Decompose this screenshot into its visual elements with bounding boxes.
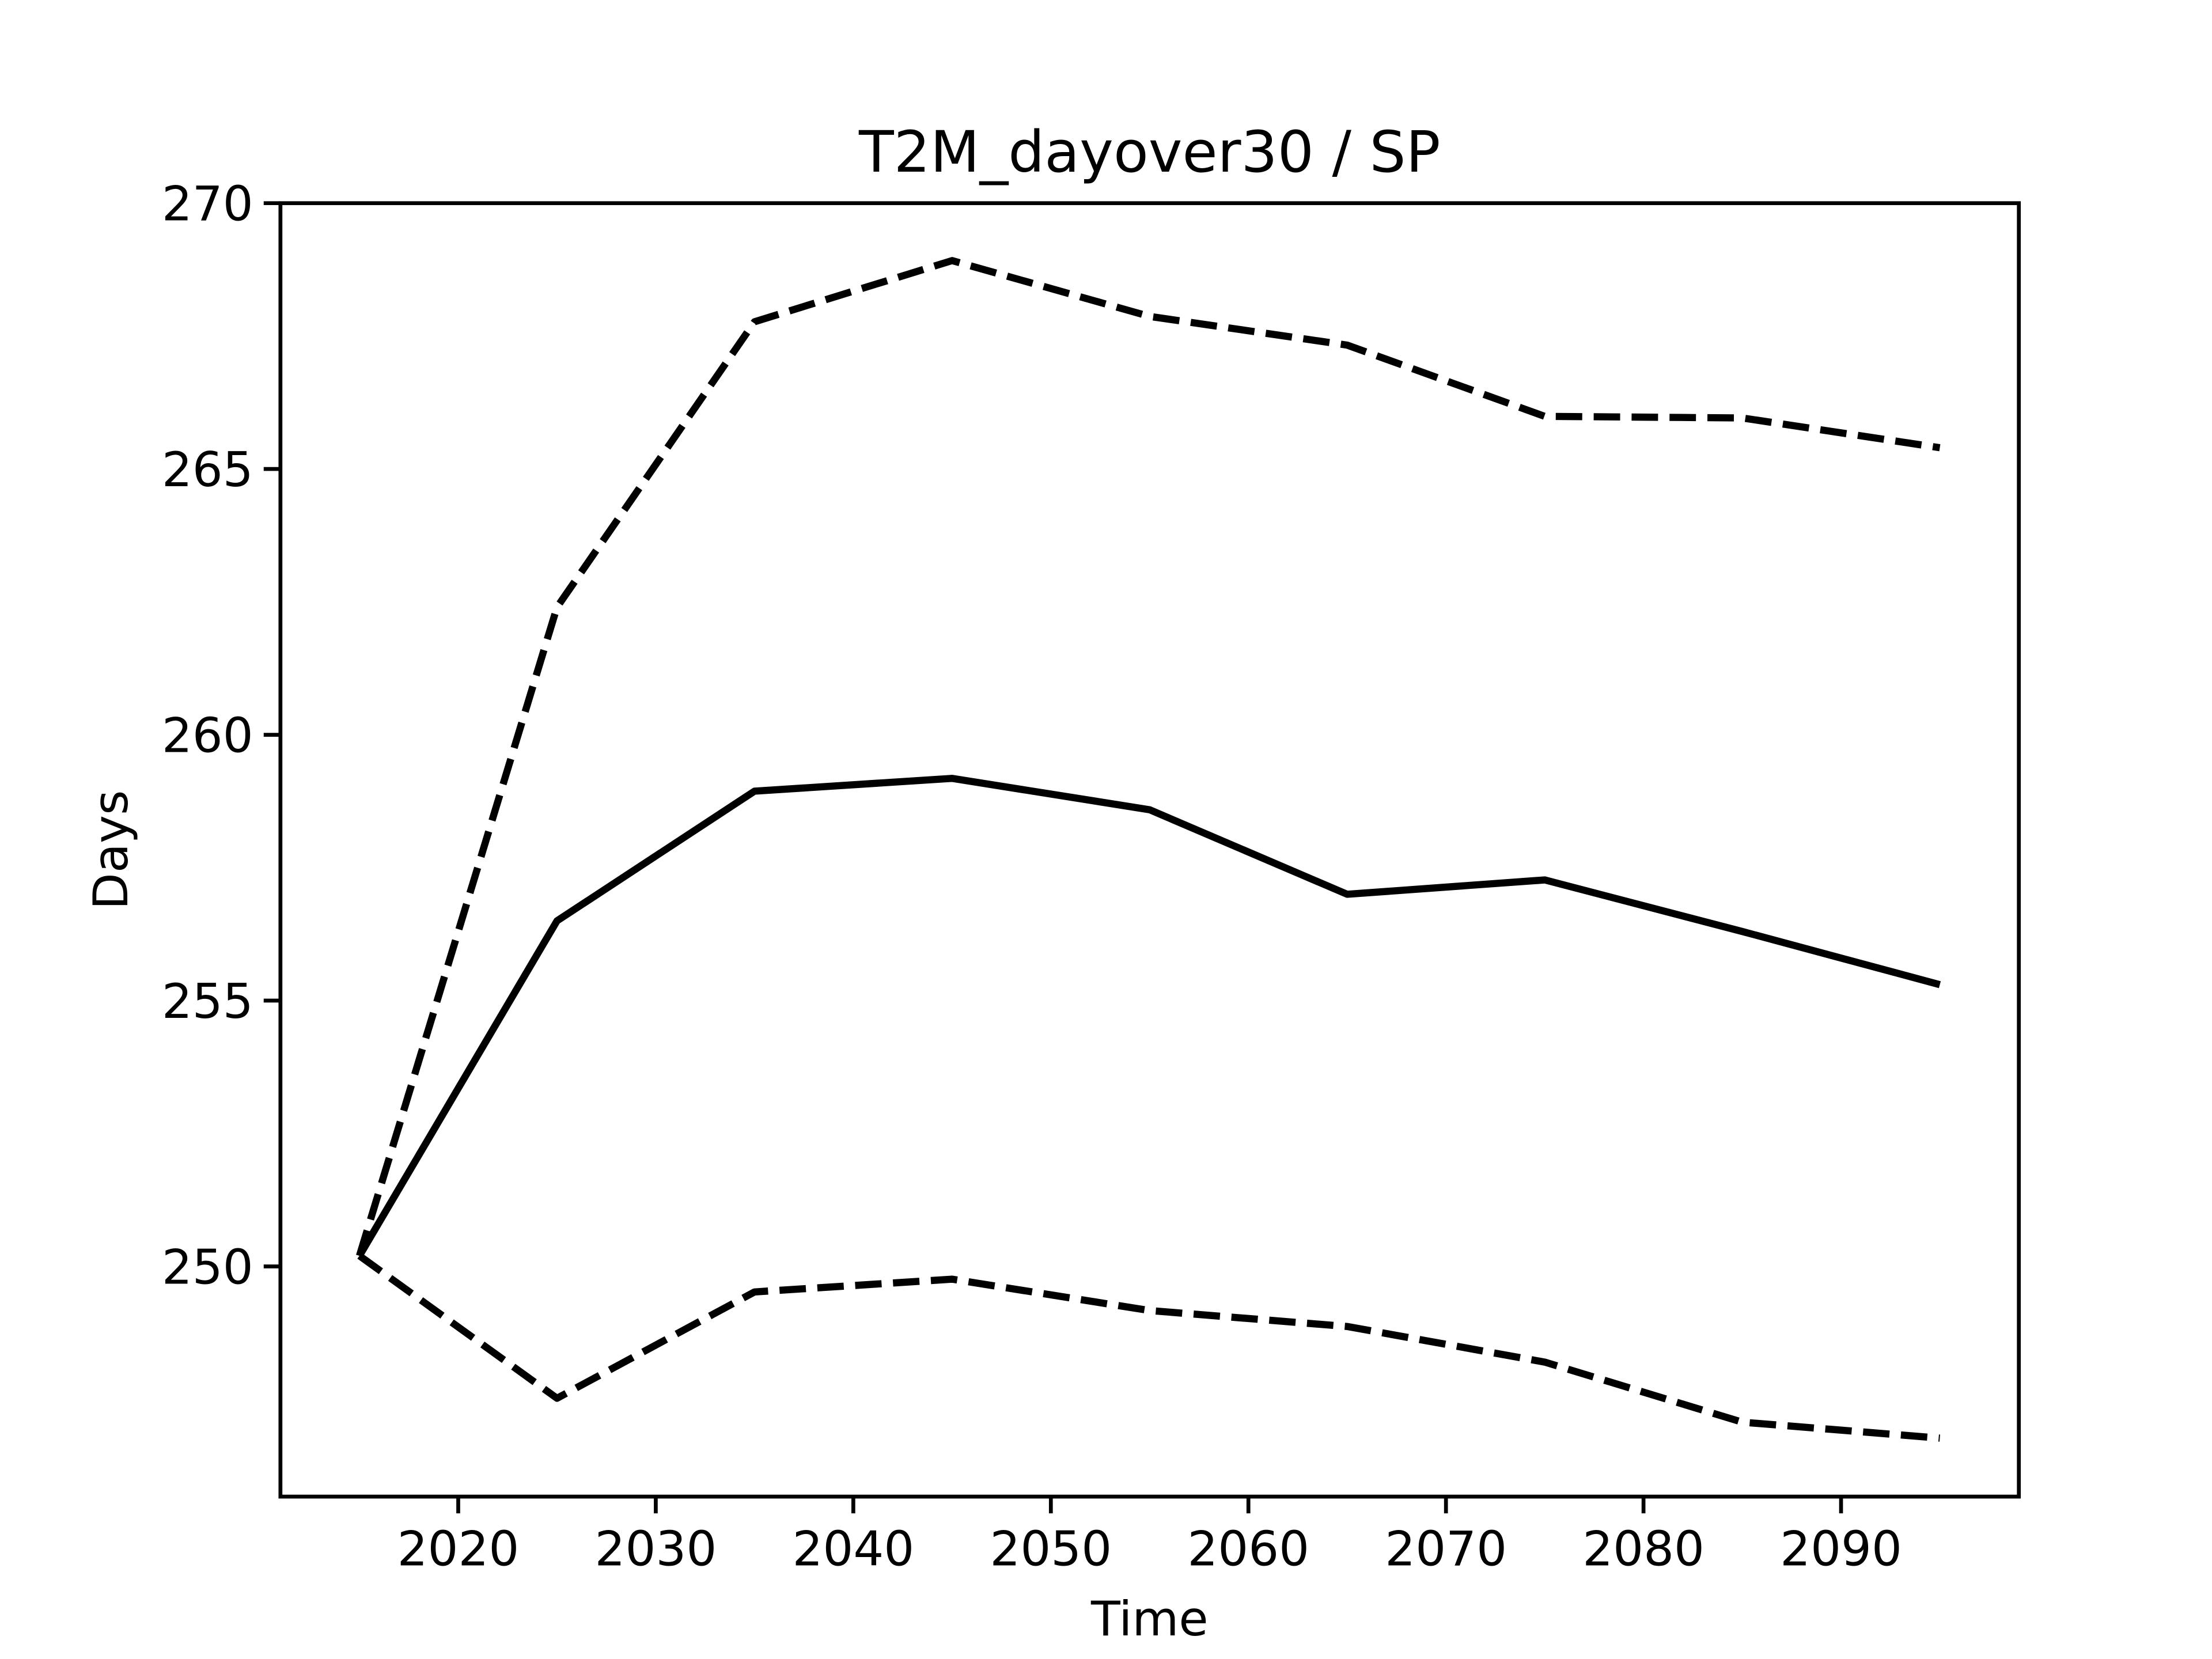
x-tick-label: 2060 (1187, 1521, 1309, 1577)
x-tick-label: 2050 (990, 1521, 1112, 1577)
y-tick-label: 270 (162, 176, 253, 232)
series-line (356, 775, 1941, 1258)
x-tick-label: 2030 (595, 1521, 717, 1577)
y-axis-label: Days (83, 790, 139, 910)
chart-title: T2M_dayover30 / SP (858, 119, 1441, 185)
series-line (356, 257, 1941, 1257)
x-axis-label: Time (1090, 1591, 1209, 1647)
x-tick-label: 2080 (1582, 1521, 1705, 1577)
y-tick-label: 260 (162, 707, 253, 763)
plot-frame (278, 201, 2021, 1499)
x-tick-label: 2040 (792, 1521, 914, 1577)
series-line (357, 1252, 1941, 1442)
x-tick-label: 2090 (1780, 1521, 1902, 1577)
x-tick-label: 2070 (1385, 1521, 1507, 1577)
y-tick-label: 265 (162, 442, 253, 498)
x-tick-label: 2020 (397, 1521, 520, 1577)
y-tick-label: 250 (162, 1239, 253, 1295)
y-tick-label: 255 (162, 974, 253, 1029)
